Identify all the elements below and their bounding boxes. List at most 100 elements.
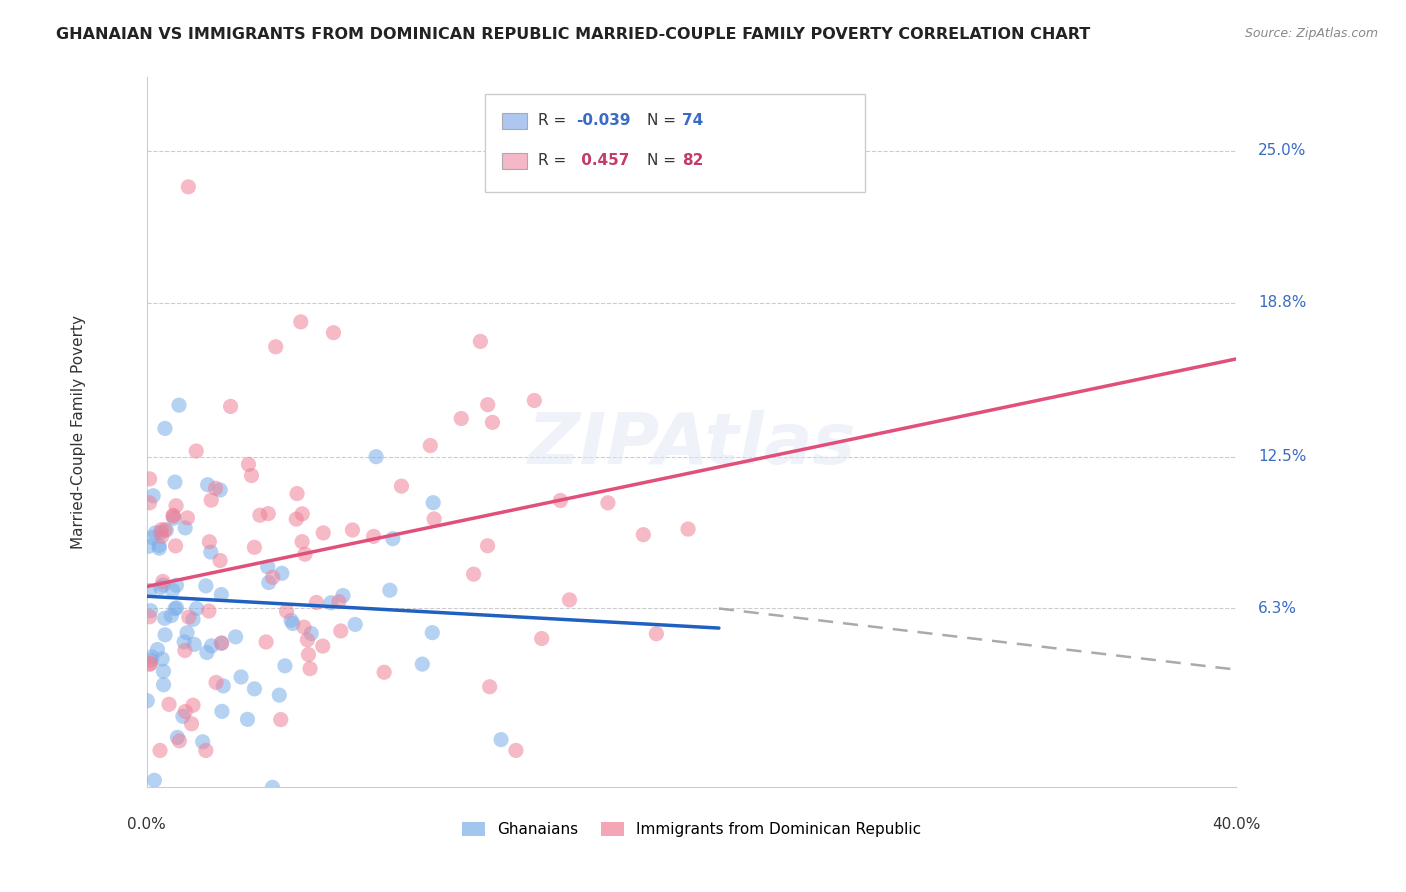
Ghanaians bbox=[211, 636, 233, 650]
Immigrants from Dominican Republic bbox=[169, 734, 191, 748]
Immigrants from Dominican Republic bbox=[477, 398, 499, 412]
Ghanaians bbox=[212, 679, 235, 693]
Ghanaians bbox=[136, 694, 159, 708]
Ghanaians bbox=[186, 601, 208, 615]
Immigrants from Dominican Republic bbox=[530, 632, 553, 646]
Immigrants from Dominican Republic bbox=[299, 662, 322, 676]
Ghanaians bbox=[229, 670, 252, 684]
Ghanaians bbox=[319, 596, 342, 610]
Immigrants from Dominican Republic bbox=[342, 523, 364, 537]
Ghanaians bbox=[411, 657, 433, 672]
Text: 25.0%: 25.0% bbox=[1258, 144, 1306, 159]
Immigrants from Dominican Republic bbox=[270, 713, 292, 727]
Ghanaians bbox=[191, 735, 214, 749]
Immigrants from Dominican Republic bbox=[481, 415, 503, 429]
Immigrants from Dominican Republic bbox=[219, 400, 242, 414]
Immigrants from Dominican Republic bbox=[205, 675, 228, 690]
Ghanaians bbox=[212, 792, 235, 806]
Ghanaians bbox=[153, 628, 176, 642]
Ghanaians bbox=[299, 626, 322, 640]
Immigrants from Dominican Republic bbox=[463, 567, 485, 582]
Immigrants from Dominican Republic bbox=[328, 595, 350, 609]
Ghanaians bbox=[236, 712, 259, 726]
Immigrants from Dominican Republic bbox=[174, 705, 197, 719]
Ghanaians bbox=[200, 545, 222, 559]
Immigrants from Dominican Republic bbox=[150, 523, 173, 537]
Ghanaians bbox=[274, 658, 297, 673]
Immigrants from Dominican Republic bbox=[204, 481, 226, 495]
Ghanaians bbox=[195, 645, 218, 659]
Ghanaians bbox=[269, 688, 291, 702]
Legend: Ghanaians, Immigrants from Dominican Republic: Ghanaians, Immigrants from Dominican Rep… bbox=[456, 816, 928, 843]
Ghanaians bbox=[257, 575, 280, 590]
Ghanaians bbox=[211, 705, 233, 719]
Immigrants from Dominican Republic bbox=[322, 326, 344, 340]
Immigrants from Dominican Republic bbox=[612, 107, 634, 121]
Immigrants from Dominican Republic bbox=[181, 698, 204, 713]
Immigrants from Dominican Republic bbox=[209, 553, 232, 567]
Ghanaians bbox=[256, 559, 278, 574]
Ghanaians bbox=[225, 630, 247, 644]
Immigrants from Dominican Republic bbox=[294, 547, 316, 561]
Immigrants from Dominican Republic bbox=[450, 411, 472, 425]
Immigrants from Dominican Republic bbox=[329, 624, 352, 638]
Immigrants from Dominican Republic bbox=[138, 609, 160, 624]
Ghanaians bbox=[141, 649, 163, 664]
Text: 82: 82 bbox=[682, 153, 703, 168]
Immigrants from Dominican Republic bbox=[211, 636, 233, 650]
Ghanaians bbox=[420, 625, 443, 640]
Immigrants from Dominican Republic bbox=[312, 639, 335, 653]
Ghanaians bbox=[262, 780, 284, 795]
Immigrants from Dominican Republic bbox=[290, 315, 312, 329]
Ghanaians bbox=[166, 578, 188, 592]
Text: Source: ZipAtlas.com: Source: ZipAtlas.com bbox=[1244, 27, 1378, 40]
Immigrants from Dominican Republic bbox=[139, 657, 162, 671]
Immigrants from Dominican Republic bbox=[305, 595, 328, 609]
Ghanaians bbox=[243, 681, 266, 696]
Ghanaians bbox=[138, 583, 160, 598]
Immigrants from Dominican Republic bbox=[194, 743, 217, 757]
Ghanaians bbox=[139, 653, 162, 667]
Text: N =: N = bbox=[647, 113, 681, 128]
Immigrants from Dominican Republic bbox=[138, 472, 160, 486]
Immigrants from Dominican Republic bbox=[505, 743, 527, 757]
Immigrants from Dominican Republic bbox=[243, 541, 266, 555]
Ghanaians bbox=[194, 579, 217, 593]
Ghanaians bbox=[143, 525, 166, 540]
Immigrants from Dominican Republic bbox=[162, 508, 184, 523]
Ghanaians bbox=[150, 652, 173, 666]
Immigrants from Dominican Republic bbox=[186, 444, 208, 458]
Text: 6.3%: 6.3% bbox=[1258, 601, 1298, 616]
Immigrants from Dominican Republic bbox=[150, 529, 173, 543]
Ghanaians bbox=[139, 604, 162, 618]
Text: Married-Couple Family Poverty: Married-Couple Family Poverty bbox=[72, 315, 86, 549]
Ghanaians bbox=[138, 539, 160, 553]
Ghanaians bbox=[162, 583, 184, 598]
Text: 18.8%: 18.8% bbox=[1258, 295, 1306, 310]
Immigrants from Dominican Republic bbox=[423, 512, 446, 526]
Ghanaians bbox=[152, 665, 174, 679]
Immigrants from Dominican Republic bbox=[176, 511, 198, 525]
Immigrants from Dominican Republic bbox=[312, 525, 335, 540]
Immigrants from Dominican Republic bbox=[264, 340, 287, 354]
Immigrants from Dominican Republic bbox=[285, 512, 308, 526]
Immigrants from Dominican Republic bbox=[363, 529, 385, 543]
Immigrants from Dominican Republic bbox=[419, 439, 441, 453]
Immigrants from Dominican Republic bbox=[391, 479, 413, 493]
Immigrants from Dominican Republic bbox=[149, 743, 172, 757]
Immigrants from Dominican Republic bbox=[153, 523, 176, 537]
Immigrants from Dominican Republic bbox=[180, 716, 202, 731]
Immigrants from Dominican Republic bbox=[523, 393, 546, 408]
Ghanaians bbox=[152, 578, 174, 592]
Ghanaians bbox=[381, 532, 404, 546]
Immigrants from Dominican Republic bbox=[292, 620, 315, 634]
Immigrants from Dominican Republic bbox=[596, 496, 619, 510]
Text: R =: R = bbox=[538, 153, 572, 168]
Ghanaians bbox=[209, 483, 232, 497]
Text: -0.039: -0.039 bbox=[576, 113, 631, 128]
Immigrants from Dominican Republic bbox=[165, 539, 187, 553]
Immigrants from Dominican Republic bbox=[165, 499, 187, 513]
Immigrants from Dominican Republic bbox=[138, 657, 160, 672]
Ghanaians bbox=[332, 589, 354, 603]
Immigrants from Dominican Republic bbox=[254, 635, 277, 649]
